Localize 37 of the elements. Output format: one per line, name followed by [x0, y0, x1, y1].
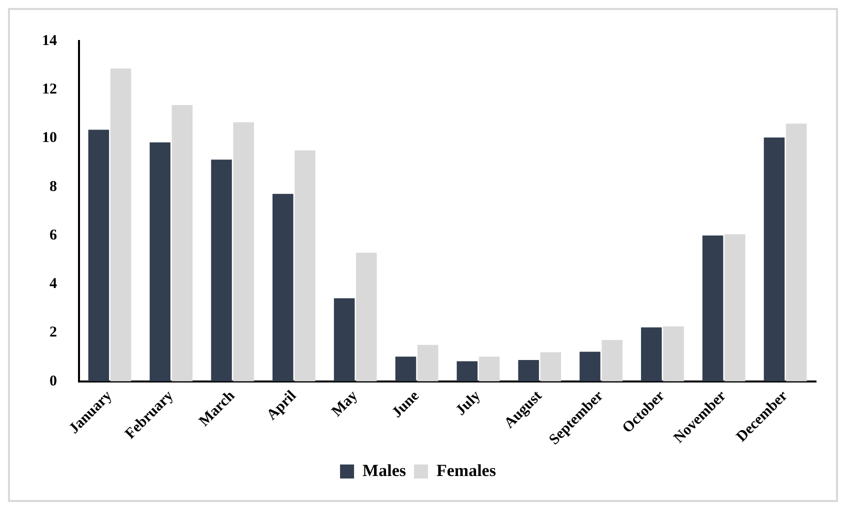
y-tick-label: 6	[50, 227, 58, 244]
bar	[764, 138, 785, 382]
bar	[518, 360, 539, 382]
y-tick-label: 12	[42, 82, 57, 98]
bar	[663, 326, 684, 382]
y-tick-label: 2	[50, 324, 57, 341]
bar	[356, 252, 377, 382]
bar	[478, 356, 500, 382]
bar	[417, 344, 438, 382]
y-tick-label: 8	[50, 178, 57, 195]
bar	[702, 236, 724, 382]
bar	[150, 142, 170, 382]
x-tick-label: May	[329, 388, 362, 420]
bar	[786, 124, 807, 382]
bar	[580, 352, 600, 382]
y-tick-label: 10	[42, 130, 57, 146]
bar	[724, 234, 746, 382]
x-tick-label: June	[389, 388, 423, 422]
y-tick-label: 4	[50, 276, 58, 292]
y-tick-label: 14	[42, 32, 58, 49]
bar	[88, 130, 110, 382]
bar	[294, 150, 316, 382]
x-tick-label: July	[453, 388, 484, 419]
bar	[110, 68, 132, 382]
bar	[641, 327, 662, 382]
bar	[395, 356, 416, 382]
y-tick-label: 0	[50, 373, 57, 390]
bar	[233, 122, 254, 382]
bar	[211, 160, 232, 382]
legend-label: Females	[436, 460, 496, 480]
bar	[172, 104, 193, 382]
bar	[456, 361, 478, 382]
bar	[272, 194, 294, 382]
legend-label: Males	[362, 460, 406, 480]
bar	[540, 352, 562, 382]
bar	[602, 340, 622, 382]
bar	[334, 298, 355, 382]
